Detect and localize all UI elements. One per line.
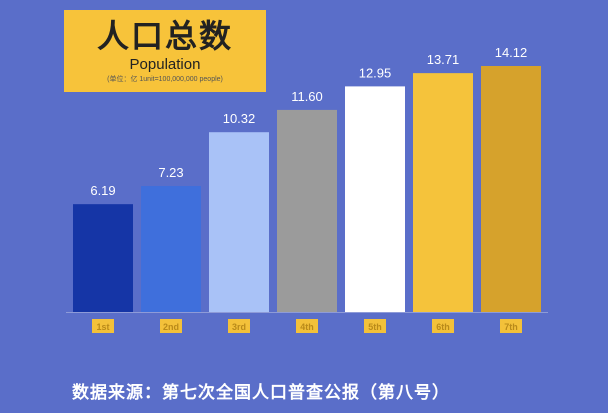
- value-label: 12.95: [359, 65, 392, 80]
- tick-label: 3rd: [232, 322, 246, 332]
- tick-label: 5th: [368, 322, 382, 332]
- bar: [413, 73, 473, 312]
- bar: [345, 86, 405, 312]
- tick-label: 4th: [300, 322, 314, 332]
- title-box: 人口总数 Population (单位：亿 1unit=100,000,000 …: [64, 10, 266, 92]
- bar: [73, 204, 133, 312]
- chart-subtitle: Population: [129, 56, 201, 73]
- bar: [141, 186, 201, 312]
- tick-label-bg: [432, 319, 454, 333]
- tick-label-bg: [296, 319, 318, 333]
- value-label: 10.32: [223, 111, 256, 126]
- value-label: 6.19: [90, 183, 115, 198]
- tick-label: 6th: [436, 322, 450, 332]
- value-label: 14.12: [495, 45, 528, 60]
- value-label: 7.23: [158, 165, 183, 180]
- bar: [481, 66, 541, 312]
- tick-label-bg: [364, 319, 386, 333]
- tick-label-bg: [160, 319, 182, 333]
- bar: [209, 132, 269, 312]
- unit-note: (单位：亿 1unit=100,000,000 people): [107, 76, 223, 83]
- tick-label-bg: [92, 319, 114, 333]
- value-label: 13.71: [427, 52, 460, 67]
- source-note: 数据来源：第七次全国人口普查公报（第八号）: [72, 383, 450, 403]
- tick-label: 7th: [504, 322, 518, 332]
- value-label: 11.60: [291, 89, 323, 104]
- chart-title: 人口总数: [96, 17, 233, 55]
- tick-label-bg: [228, 319, 250, 333]
- tick-label: 2nd: [163, 322, 179, 332]
- tick-label: 1st: [96, 322, 109, 332]
- bar: [277, 109, 337, 312]
- tick-label-bg: [500, 319, 522, 333]
